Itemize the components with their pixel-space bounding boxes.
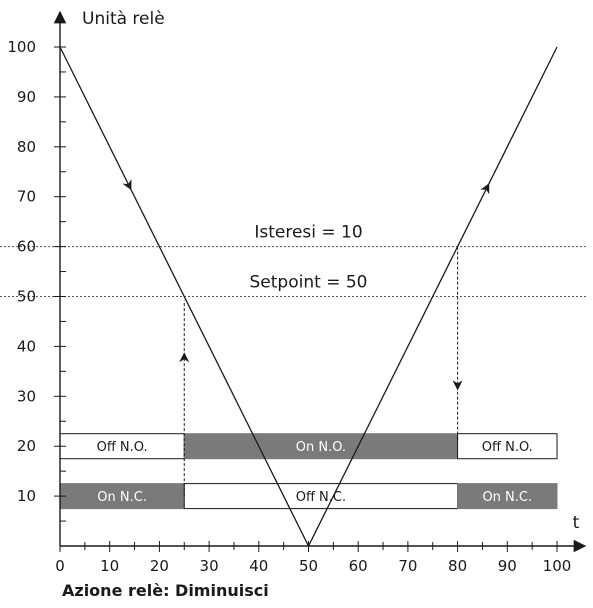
state-label-no-0: Off N.O. <box>97 440 148 455</box>
x-tick-label-70: 70 <box>398 557 417 575</box>
reference-label-50: Setpoint = 50 <box>250 273 368 293</box>
direction-arrow-0-0 <box>122 179 132 191</box>
x-tick-label-0: 0 <box>55 557 65 575</box>
state-label-nc-1: Off N.C. <box>296 490 346 505</box>
y-tick-label-100: 100 <box>7 38 36 56</box>
y-axis-title: Unità relè <box>82 9 165 29</box>
direction-arrow-head-0-1 <box>480 183 490 195</box>
relay-action-caption: Azione relè: Diminuisci <box>62 581 269 600</box>
y-tick-label-50: 50 <box>17 288 36 306</box>
switch-arrow-1 <box>452 380 463 391</box>
y-tick-label-20: 20 <box>17 437 36 455</box>
y-tick-label-80: 80 <box>17 138 36 156</box>
y-tick-label-70: 70 <box>17 188 36 206</box>
x-tick-label-50: 50 <box>299 557 318 575</box>
switch-arrow-0 <box>179 352 190 363</box>
x-tick-label-40: 40 <box>249 557 268 575</box>
state-label-no-1: On N.O. <box>296 440 346 455</box>
direction-arrow-head-0-0 <box>122 179 132 191</box>
x-axis-title: t <box>573 513 580 533</box>
state-label-nc-2: On N.C. <box>482 490 532 505</box>
state-bar-nc-2 <box>457 483 558 510</box>
x-tick-label-20: 20 <box>150 557 169 575</box>
y-tick-label-60: 60 <box>17 238 36 256</box>
state-label-no-2: Off N.O. <box>482 440 533 455</box>
y-tick-label-10: 10 <box>17 487 36 505</box>
state-bar-no-2 <box>457 433 558 460</box>
state-bar-no-1 <box>183 433 459 460</box>
x-tick-label-90: 90 <box>498 557 517 575</box>
y-tick-label-90: 90 <box>17 88 36 106</box>
y-tick-label-40: 40 <box>17 337 36 355</box>
state-label-nc-0: On N.C. <box>97 490 147 505</box>
x-tick-label-30: 30 <box>200 557 219 575</box>
switch-arrow-head-0 <box>179 352 190 363</box>
reference-label-60: Isteresi = 10 <box>254 223 362 243</box>
x-tick-label-10: 10 <box>100 557 119 575</box>
series-line-0 <box>59 46 558 548</box>
y-tick-label-30: 30 <box>17 387 36 405</box>
switch-arrow-head-1 <box>452 380 463 391</box>
x-tick-label-100: 100 <box>543 557 572 575</box>
x-tick-label-60: 60 <box>349 557 368 575</box>
direction-arrow-0-1 <box>480 183 490 195</box>
x-tick-label-80: 80 <box>448 557 467 575</box>
